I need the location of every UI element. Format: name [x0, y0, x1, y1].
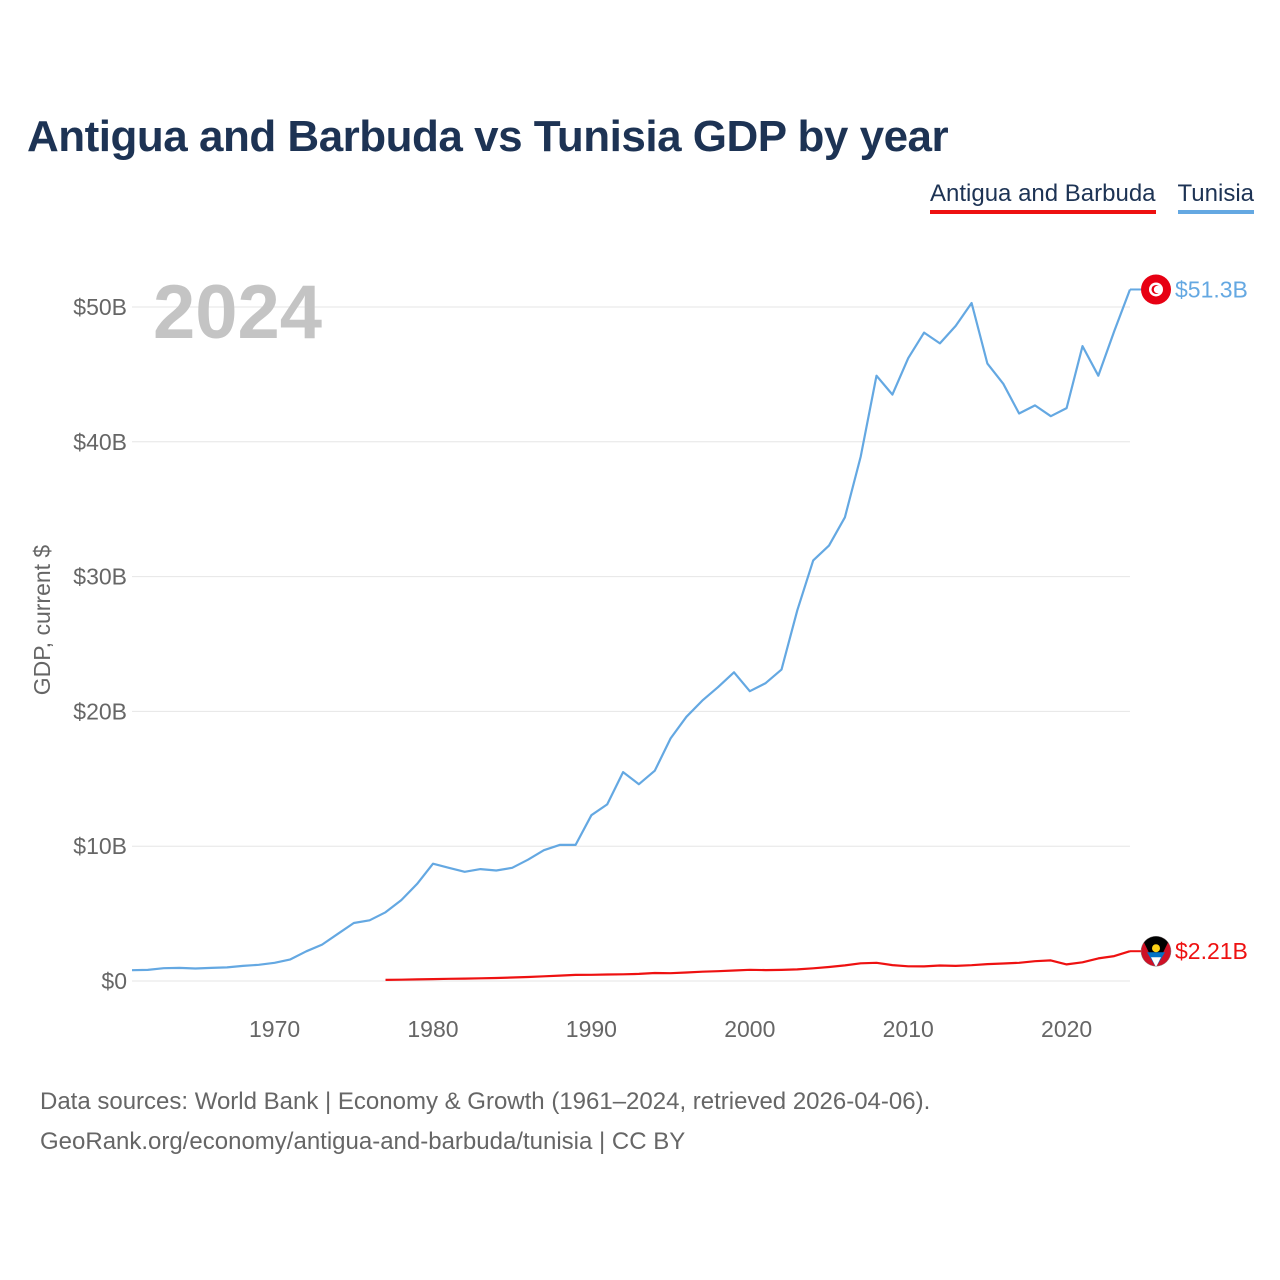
y-tick-label: $0: [101, 968, 127, 994]
series-lines: [131, 289, 1132, 981]
x-axis-ticks: 1970 1980 1990 2000 2010 2020: [249, 1016, 1092, 1042]
x-tick-label: 2000: [724, 1016, 775, 1042]
end-value-label: $2.21B: [1175, 938, 1248, 964]
x-tick-label: 1970: [249, 1016, 300, 1042]
legend-item-antigua-and-barbuda[interactable]: Antigua and Barbuda: [930, 180, 1156, 214]
y-tick-label: $50B: [73, 294, 127, 320]
end-value-label: $51.3B: [1175, 276, 1248, 302]
antigua-and-barbuda-flag-icon: [1140, 935, 1172, 967]
grid-lines: [132, 306, 1130, 982]
footer: Data sources: World Bank | Economy & Gro…: [40, 1082, 930, 1162]
y-tick-label: $20B: [73, 698, 127, 724]
legend-item-tunisia[interactable]: Tunisia: [1177, 180, 1254, 214]
tunisia-flag-icon: [1141, 274, 1171, 305]
x-tick-label: 1980: [407, 1016, 458, 1042]
y-axis-ticks: $0 $10B $20B $30B $40B $50B: [73, 294, 127, 994]
chart-legend: Antigua and Barbuda Tunisia: [930, 180, 1254, 214]
y-tick-label: $10B: [73, 833, 127, 859]
series-line-tunisia: [131, 289, 1132, 972]
x-tick-label: 2020: [1041, 1016, 1092, 1042]
x-tick-label: 2010: [883, 1016, 934, 1042]
x-tick-label: 1990: [566, 1016, 617, 1042]
year-watermark: 2024: [153, 270, 322, 355]
footer-credit: GeoRank.org/economy/antigua-and-barbuda/…: [40, 1128, 686, 1155]
y-tick-label: $30B: [73, 564, 127, 590]
y-tick-label: $40B: [73, 429, 127, 455]
series-end-markers: $2.21B $51.3B: [1130, 274, 1248, 967]
series-line-antigua-and-barbuda: [385, 950, 1131, 981]
footer-source: Data sources: World Bank | Economy & Gro…: [40, 1088, 931, 1115]
page-title: Antigua and Barbuda vs Tunisia GDP by ye…: [27, 112, 949, 161]
y-axis-label: GDP, current $: [29, 545, 55, 696]
